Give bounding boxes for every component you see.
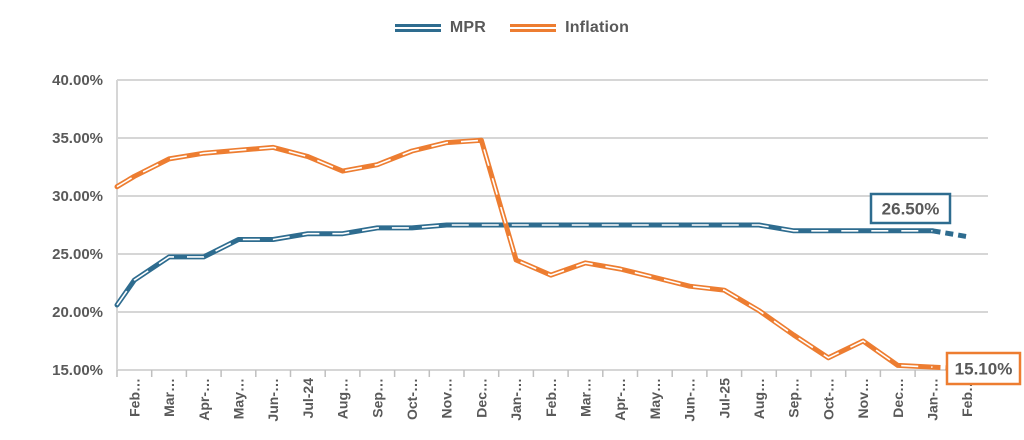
- x-axis-label: Jul-24: [300, 378, 316, 419]
- y-axis-label: 20.00%: [52, 304, 103, 321]
- y-axis-label: 40.00%: [52, 72, 103, 89]
- x-axis-label: Jun-…: [265, 378, 281, 422]
- inflation-legend-marker-icon: [510, 24, 557, 32]
- mpr-line-core: [116, 224, 933, 306]
- x-axis-label: May…: [647, 378, 663, 419]
- legend-label-mpr: MPR: [449, 19, 487, 36]
- x-axis-label: Jun-…: [682, 378, 698, 422]
- legend-label-inflation: Inflation: [565, 19, 630, 36]
- x-axis-label: Apr-…: [196, 378, 212, 421]
- x-axis-label: Mar…: [161, 378, 177, 417]
- inflation-annotation-box: [945, 351, 1022, 386]
- x-axis-label: Aug…: [335, 378, 351, 419]
- x-axis-label: Jan-…: [925, 378, 941, 421]
- mpr-legend-marker-icon: [394, 24, 441, 32]
- inflation-line-core: [116, 139, 933, 368]
- x-axis-label: Jul-25: [716, 378, 732, 419]
- mpr-annotation-box: [869, 192, 952, 225]
- x-axis-label: Apr-…: [612, 378, 628, 421]
- chart-legend: MPR Inflation: [0, 19, 1024, 37]
- x-axis-label: Oct-…: [820, 378, 836, 420]
- x-axis-label: Sep…: [786, 378, 802, 418]
- x-axis-label: Nov…: [855, 378, 871, 418]
- x-axis-label: Jan-…: [508, 378, 524, 421]
- x-axis-label: Feb…: [126, 378, 142, 417]
- x-axis-label: Mar…: [578, 378, 594, 417]
- x-axis-label: Sep…: [369, 378, 385, 418]
- y-axis-label: 30.00%: [52, 188, 103, 205]
- inflation-annotation-value: 15.10%: [955, 360, 1013, 379]
- x-axis-label: Nov…: [439, 378, 455, 418]
- mpr-line-forecast: [932, 228, 968, 240]
- y-axis-label: 15.00%: [52, 362, 103, 379]
- legend-item-mpr: MPR: [394, 19, 487, 37]
- x-axis-label: May…: [231, 378, 247, 419]
- y-axis-label: 35.00%: [52, 130, 103, 147]
- x-axis-label: Feb…: [543, 378, 559, 417]
- legend-item-inflation: Inflation: [510, 19, 629, 37]
- x-axis-label: Dec…: [473, 378, 489, 418]
- x-axis-label: Aug…: [751, 378, 767, 419]
- x-axis-label: Oct-…: [404, 378, 420, 420]
- x-axis-label: Feb…: [959, 378, 975, 417]
- mpr-annotation-value: 26.50%: [882, 200, 940, 219]
- y-axis-label: 25.00%: [52, 246, 103, 263]
- x-axis-label: Dec…: [890, 378, 906, 418]
